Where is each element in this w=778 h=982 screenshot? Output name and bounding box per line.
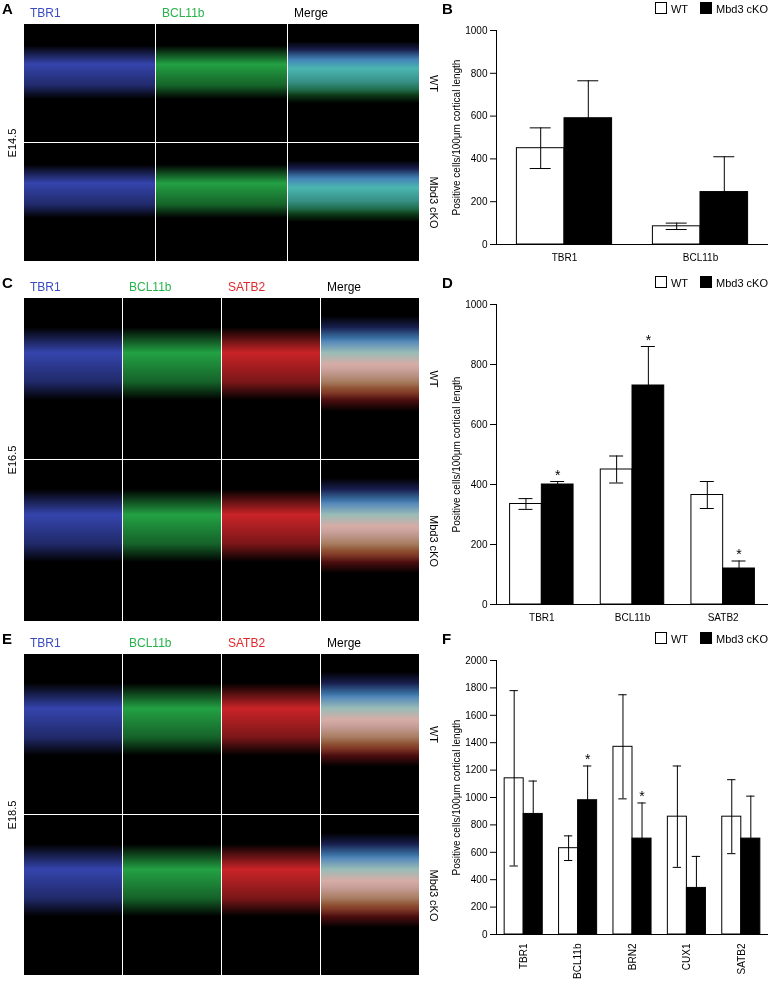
svg-text:Mbd3 cKO: Mbd3 cKO (428, 870, 440, 922)
html-text:F: F (442, 630, 452, 647)
svg-text:200: 200 (471, 901, 488, 912)
svg-text:1000: 1000 (465, 299, 488, 310)
svg-text:WT: WT (428, 75, 440, 92)
svg-text:BCL11b: BCL11b (129, 636, 172, 650)
html-text:WT: WT (670, 3, 688, 15)
svg-text:C: C (2, 274, 13, 291)
svg-text:Merge: Merge (294, 6, 328, 20)
svg-text:TBR1: TBR1 (30, 636, 61, 650)
svg-text:600: 600 (471, 110, 488, 121)
svg-text:SATB2: SATB2 (708, 612, 739, 623)
svg-text:A: A (2, 0, 13, 17)
svg-text:*: * (646, 332, 652, 348)
svg-text:E16.5: E16.5 (6, 446, 18, 475)
svg-text:E: E (2, 630, 12, 647)
svg-text:WT: WT (428, 726, 440, 743)
svg-text:*: * (555, 467, 561, 483)
svg-text:Mbd3 cKO: Mbd3 cKO (428, 177, 440, 229)
svg-text:Merge: Merge (327, 636, 361, 650)
svg-text:800: 800 (471, 359, 488, 370)
svg-text:1200: 1200 (465, 764, 488, 775)
svg-text:1800: 1800 (465, 682, 488, 693)
svg-text:BCL11b: BCL11b (683, 252, 719, 263)
svg-text:TBR1: TBR1 (30, 6, 61, 20)
svg-text:800: 800 (471, 68, 488, 79)
svg-text:BCL11b: BCL11b (572, 943, 583, 979)
svg-text:200: 200 (471, 539, 488, 550)
svg-text:600: 600 (471, 847, 488, 858)
html-text:Mbd3 cKO: Mbd3 cKO (716, 277, 768, 289)
svg-text:Merge: Merge (327, 280, 361, 294)
svg-text:E18.5: E18.5 (6, 801, 18, 830)
svg-text:1600: 1600 (465, 710, 488, 721)
svg-text:SATB2: SATB2 (736, 943, 747, 974)
svg-text:1000: 1000 (465, 25, 488, 36)
svg-text:BCL11b: BCL11b (162, 6, 205, 20)
svg-text:*: * (585, 751, 591, 767)
svg-text:Positive cells/100μm cortical: Positive cells/100μm cortical length (451, 720, 462, 876)
html-text:B: B (442, 0, 453, 17)
svg-text:TBR1: TBR1 (518, 943, 529, 969)
svg-text:0: 0 (482, 929, 488, 940)
html-text:WT: WT (670, 633, 688, 645)
svg-text:0: 0 (482, 599, 488, 610)
svg-text:800: 800 (471, 819, 488, 830)
svg-text:CUX1: CUX1 (681, 943, 692, 970)
html-text:Mbd3 cKO: Mbd3 cKO (716, 633, 768, 645)
svg-text:BCL11b: BCL11b (129, 280, 172, 294)
svg-text:0: 0 (482, 239, 488, 250)
svg-text:TBR1: TBR1 (30, 280, 61, 294)
svg-text:*: * (736, 546, 742, 562)
svg-text:1000: 1000 (465, 792, 488, 803)
svg-text:400: 400 (471, 874, 488, 885)
html-text:Mbd3 cKO: Mbd3 cKO (716, 3, 768, 15)
svg-text:WT: WT (428, 370, 440, 387)
svg-text:600: 600 (471, 419, 488, 430)
svg-text:BCL11b: BCL11b (615, 612, 651, 623)
svg-text:Positive cells/100μm cortical: Positive cells/100μm cortical length (451, 60, 462, 216)
html-text:D: D (442, 274, 453, 291)
svg-text:Positive cells/100μm cortical: Positive cells/100μm cortical length (451, 377, 462, 533)
svg-text:1400: 1400 (465, 737, 488, 748)
svg-text:E14.5: E14.5 (6, 129, 18, 158)
svg-text:TBR1: TBR1 (529, 612, 555, 623)
svg-text:BRN2: BRN2 (627, 943, 638, 970)
svg-text:2000: 2000 (465, 655, 488, 666)
svg-text:200: 200 (471, 196, 488, 207)
svg-text:SATB2: SATB2 (228, 636, 265, 650)
svg-text:Mbd3 cKO: Mbd3 cKO (428, 515, 440, 567)
svg-text:SATB2: SATB2 (228, 280, 265, 294)
svg-text:TBR1: TBR1 (552, 252, 578, 263)
html-text:WT: WT (670, 277, 688, 289)
svg-text:400: 400 (471, 153, 488, 164)
svg-text:*: * (639, 788, 645, 804)
svg-text:400: 400 (471, 479, 488, 490)
